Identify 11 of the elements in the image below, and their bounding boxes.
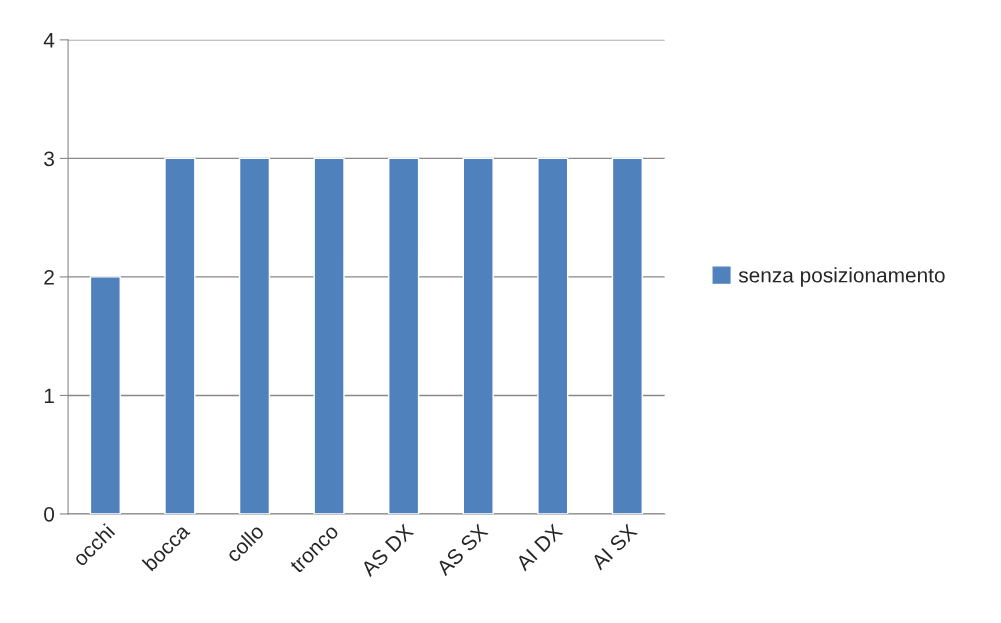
x-tick-label: AI SX bbox=[590, 523, 638, 571]
y-tick-label: 1 bbox=[44, 388, 54, 403]
y-tick-label: 0 bbox=[44, 506, 55, 522]
x-tick-label: AS DX bbox=[359, 523, 415, 578]
x-tick-label: AI DX bbox=[514, 523, 564, 572]
x-tick-label: collo bbox=[224, 522, 265, 563]
y-tick-label: 4 bbox=[43, 33, 55, 48]
y-tick-label: 3 bbox=[44, 151, 54, 167]
legend-label: senza posizionamento bbox=[738, 267, 945, 287]
y-tick-label: 2 bbox=[44, 269, 54, 285]
x-tick-label: AS SX bbox=[435, 523, 489, 577]
